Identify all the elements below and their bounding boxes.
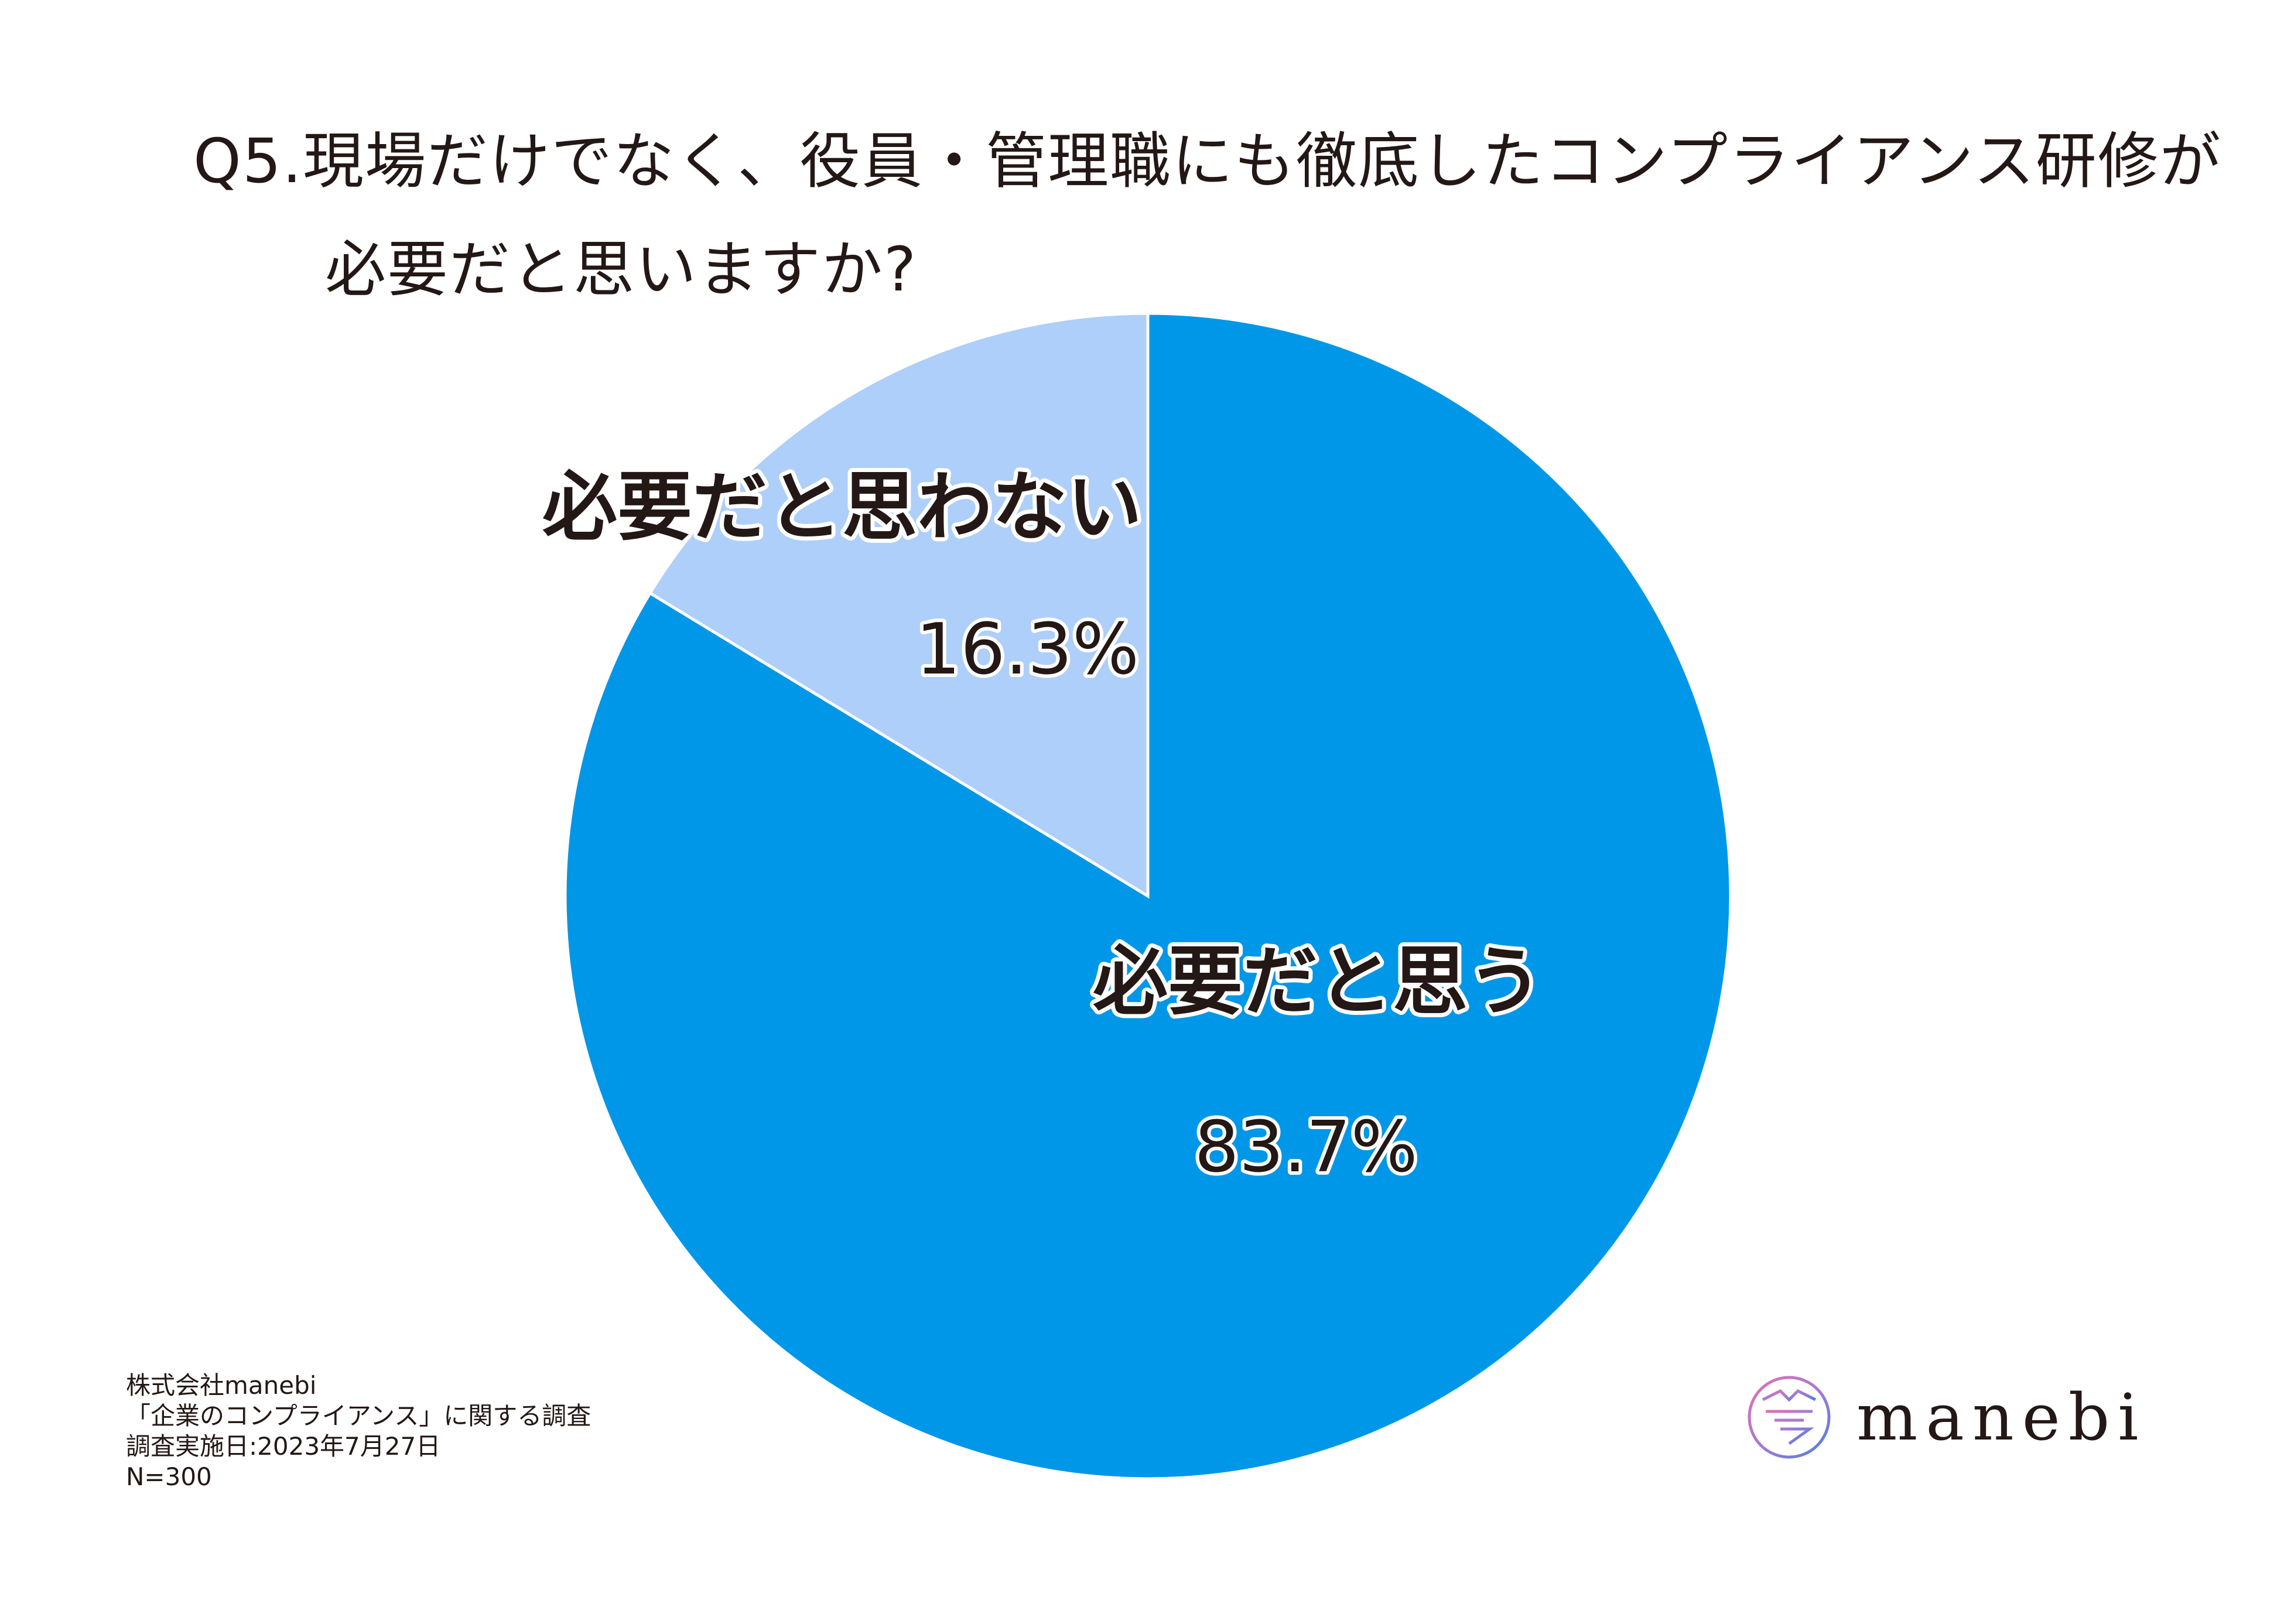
slice-value-disagree: 16.3% [916, 609, 1139, 690]
manebi-logo-text: manebi [1856, 1380, 2147, 1455]
manebi-logo: manebi [1745, 1373, 2146, 1461]
pie-slice-disagree [648, 312, 1150, 899]
manebi-logo-icon [1748, 1376, 1831, 1459]
chart-title-line-2: 必要だと思いますか? [325, 234, 918, 305]
slice-value-agree: 83.7% [1194, 1107, 1417, 1188]
footnote-company: 株式会社manebi [126, 1371, 317, 1400]
chart-title-line-1: Q5.現場だけでなく、役員・管理職にも徹底したコンプライアンス研修が [193, 125, 2222, 197]
footnote-survey-date: 調査実施日:2023年7月27日 [126, 1432, 441, 1461]
footnote: 株式会社manebi 「企業のコンプライアンス」に関する調査 調査実施日:202… [126, 1370, 591, 1492]
footnote-survey-name: 「企業のコンプライアンス」に関する調査 [126, 1401, 591, 1430]
slice-label-disagree: 必要だと思わない [542, 464, 1142, 551]
slice-label-agree: 必要だと思う [1093, 938, 1543, 1025]
pie-slice-agree [563, 312, 1732, 1481]
footnote-sample-size: N=300 [126, 1462, 212, 1491]
